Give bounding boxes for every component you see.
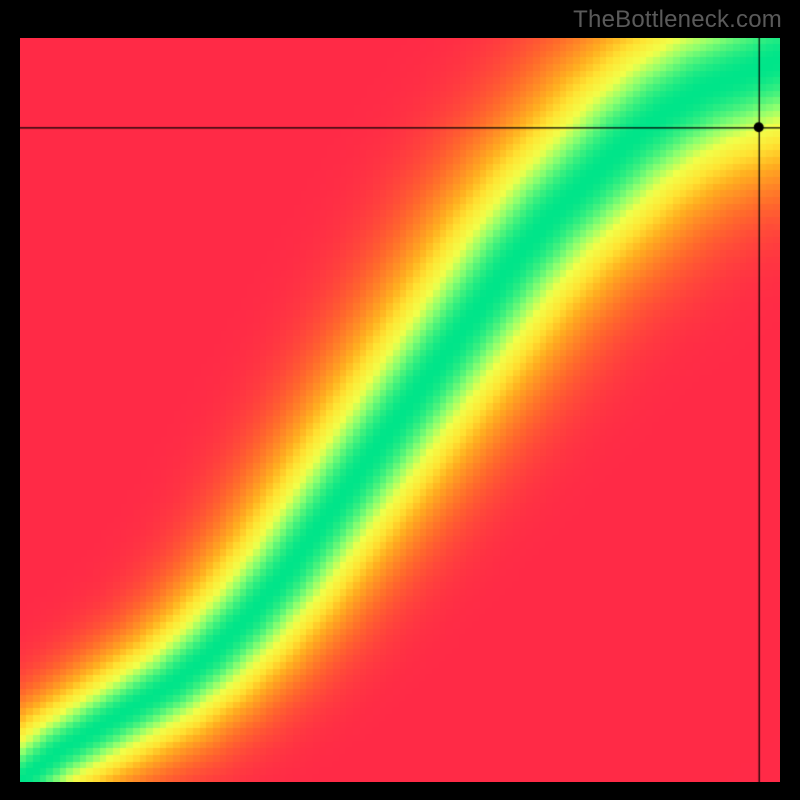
heatmap-canvas <box>20 38 780 782</box>
plot-area <box>20 38 780 782</box>
watermark-text: TheBottleneck.com <box>573 6 782 34</box>
root: TheBottleneck.com <box>0 0 800 800</box>
